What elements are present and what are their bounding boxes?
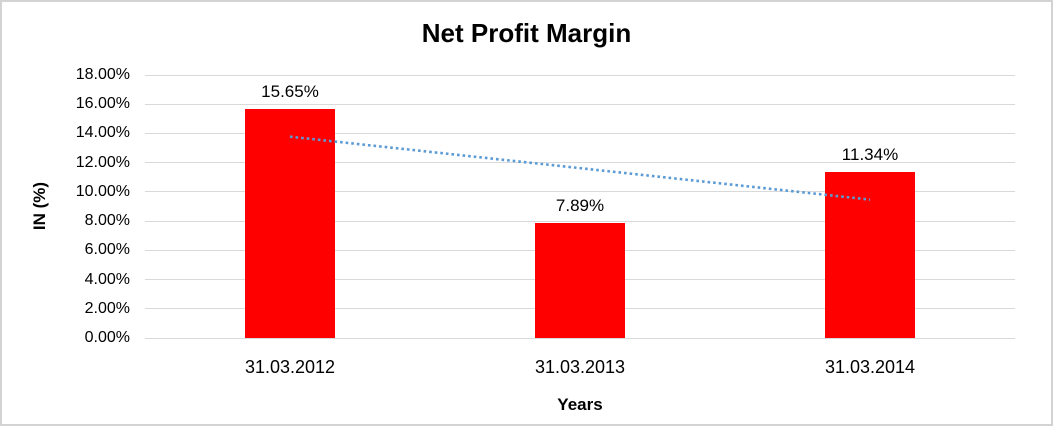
y-axis-tick-label: 4.00% xyxy=(84,270,130,288)
y-axis-tick-label: 16.00% xyxy=(75,95,130,113)
y-axis-tick-label: 6.00% xyxy=(84,241,130,259)
x-axis-title: Years xyxy=(557,395,603,414)
x-category-label: 31.03.2012 xyxy=(244,357,336,377)
bar-value-label: 11.34% xyxy=(841,145,899,165)
gridline xyxy=(145,220,1015,222)
y-axis-tick-label: 12.00% xyxy=(75,153,130,171)
bar-value-label: 7.89% xyxy=(555,195,605,215)
bar xyxy=(825,172,915,338)
bar xyxy=(245,109,335,338)
bar xyxy=(535,222,625,338)
gridline xyxy=(145,132,1015,134)
y-axis-tick-label: 18.00% xyxy=(75,66,130,83)
chart-title: Net Profit Margin xyxy=(421,18,632,48)
x-category-label: 31.03.2014 xyxy=(824,357,916,377)
gridline xyxy=(145,74,1015,76)
y-axis-tick-label: 14.00% xyxy=(75,124,130,142)
y-axis-tick-label: 2.00% xyxy=(84,299,130,317)
trendline xyxy=(289,135,871,201)
y-axis-tick-label: 8.00% xyxy=(84,212,130,230)
bar-value-label: 15.65% xyxy=(261,82,319,102)
x-category-label: 31.03.2013 xyxy=(534,357,626,377)
y-axis-tick-label: 10.00% xyxy=(75,182,130,200)
gridline xyxy=(145,103,1015,105)
y-axis-tick-label: 0.00% xyxy=(84,329,130,346)
gridline xyxy=(145,337,1015,339)
y-axis-title: IN (%) xyxy=(30,181,49,231)
